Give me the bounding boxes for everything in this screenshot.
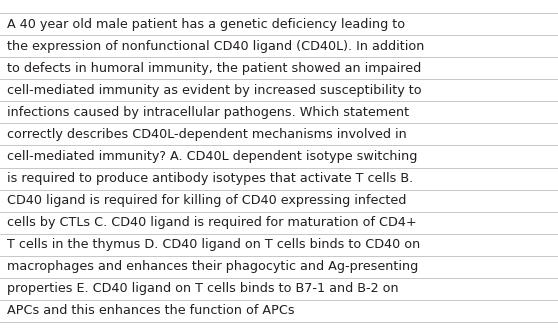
Text: CD40 ligand is required for killing of CD40 expressing infected: CD40 ligand is required for killing of C… — [7, 194, 406, 207]
Text: infections caused by intracellular pathogens. Which statement: infections caused by intracellular patho… — [7, 106, 409, 119]
Text: the expression of nonfunctional CD40 ligand (CD40L). In addition: the expression of nonfunctional CD40 lig… — [7, 40, 424, 53]
Text: correctly describes CD40L-dependent mechanisms involved in: correctly describes CD40L-dependent mech… — [7, 128, 406, 141]
Text: is required to produce antibody isotypes that activate T cells B.: is required to produce antibody isotypes… — [7, 172, 413, 185]
Text: A 40 year old male patient has a genetic deficiency leading to: A 40 year old male patient has a genetic… — [7, 18, 405, 31]
Text: to defects in humoral immunity, the patient showed an impaired: to defects in humoral immunity, the pati… — [7, 62, 421, 75]
Text: macrophages and enhances their phagocytic and Ag-presenting: macrophages and enhances their phagocyti… — [7, 260, 418, 273]
Text: cells by CTLs C. CD40 ligand is required for maturation of CD4+: cells by CTLs C. CD40 ligand is required… — [7, 216, 416, 229]
Text: properties E. CD40 ligand on T cells binds to B7-1 and B-2 on: properties E. CD40 ligand on T cells bin… — [7, 282, 398, 295]
Text: cell-mediated immunity? A. CD40L dependent isotype switching: cell-mediated immunity? A. CD40L depende… — [7, 150, 417, 163]
Text: T cells in the thymus D. CD40 ligand on T cells binds to CD40 on: T cells in the thymus D. CD40 ligand on … — [7, 238, 420, 251]
Text: APCs and this enhances the function of APCs: APCs and this enhances the function of A… — [7, 304, 294, 317]
Text: cell-mediated immunity as evident by increased susceptibility to: cell-mediated immunity as evident by inc… — [7, 84, 421, 97]
